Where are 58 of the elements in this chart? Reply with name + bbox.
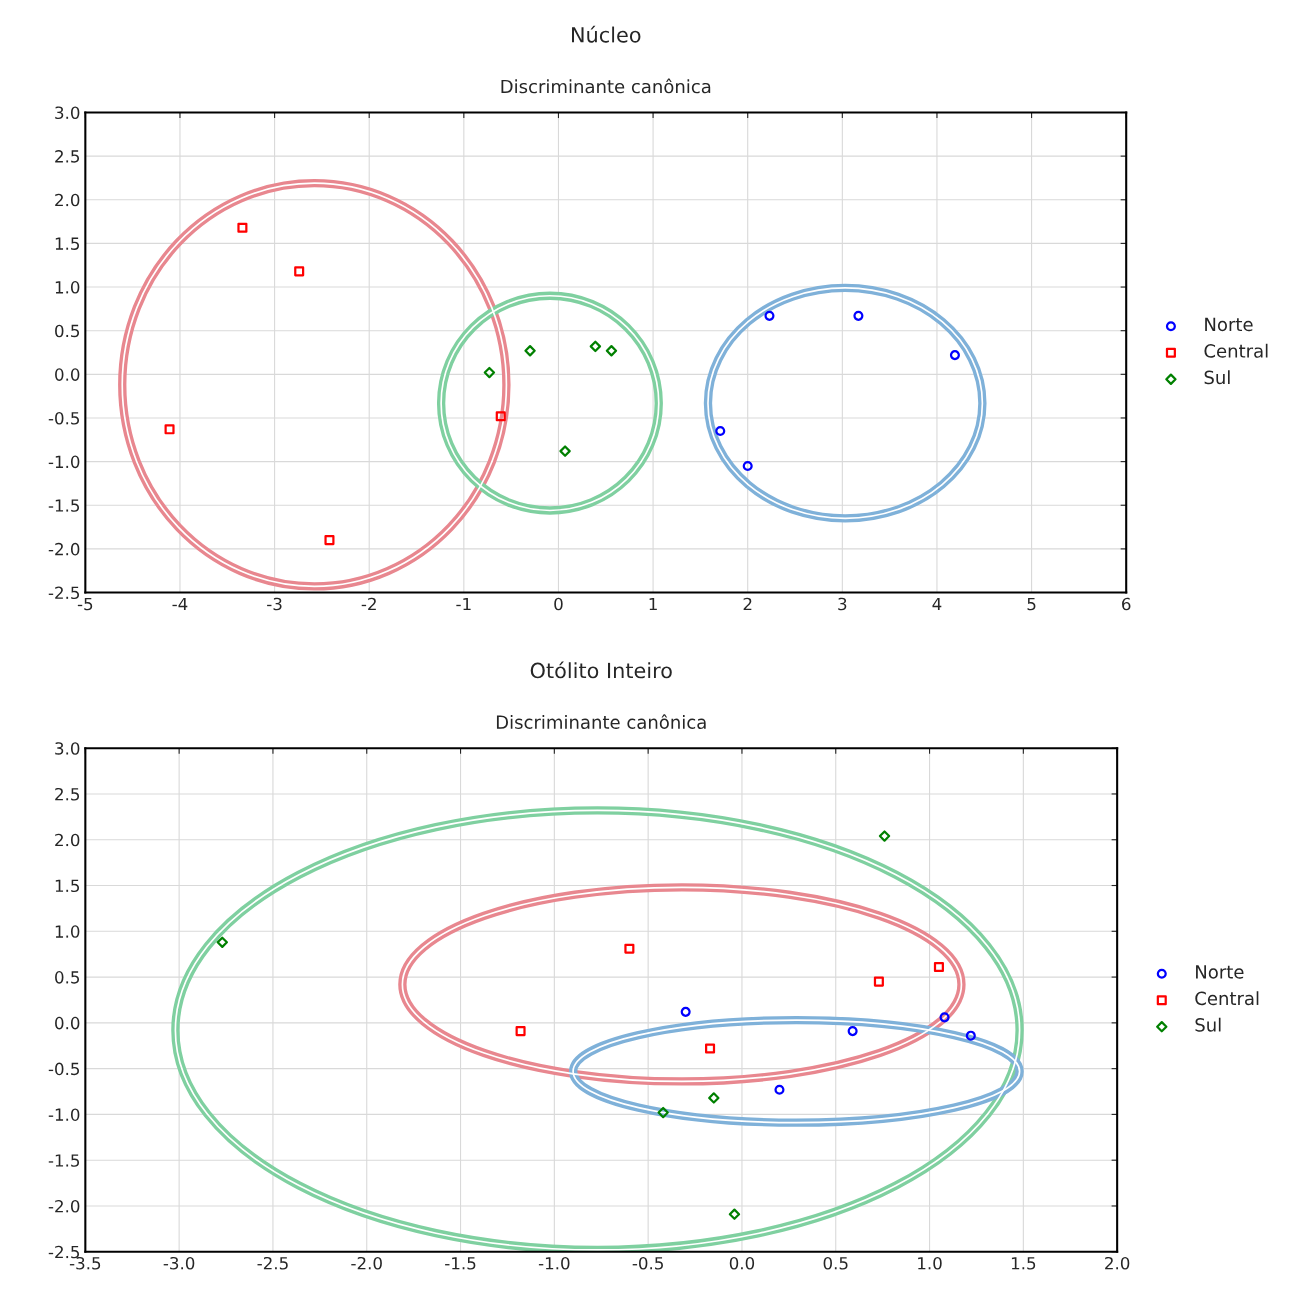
y-tick-label: 3.0 xyxy=(55,742,80,755)
x-tick-label: -1.0 xyxy=(538,1256,570,1270)
x-tick-label: 1 xyxy=(649,597,657,611)
x-tick-label: -5 xyxy=(77,597,93,611)
y-tick-label: 2.0 xyxy=(55,193,80,207)
x-tick-label: -0.5 xyxy=(632,1256,663,1270)
x-tick-label: -2 xyxy=(361,597,376,611)
y-tick-label: 0.0 xyxy=(55,1016,80,1030)
y-tick-label: 0.5 xyxy=(55,324,80,338)
y-tick-label: -2.5 xyxy=(48,1245,80,1259)
y-tick-label: 0.5 xyxy=(55,971,80,984)
x-tick-label: -2.0 xyxy=(351,1256,382,1270)
y-tick-label: -0.5 xyxy=(48,1062,80,1076)
y-tick-label: 1.5 xyxy=(55,237,80,250)
x-tick-label: 0 xyxy=(554,597,563,611)
chart-subtitle: Discriminante canônica xyxy=(496,714,706,729)
x-tick-label: -1 xyxy=(456,597,471,611)
legend-label: Norte xyxy=(1196,965,1244,979)
x-tick-label: 2 xyxy=(743,597,752,611)
y-tick-label: -2.5 xyxy=(48,586,80,600)
x-tick-label: -4 xyxy=(172,597,188,611)
x-tick-label: 3 xyxy=(838,597,847,611)
legend-label: Sul xyxy=(1195,1017,1221,1032)
y-tick-label: 2.5 xyxy=(55,150,80,163)
y-tick-label: 1.0 xyxy=(55,925,80,938)
y-tick-label: -2.0 xyxy=(48,1199,80,1213)
x-tick-label: -3 xyxy=(267,597,282,611)
chart-title: Otólito Inteiro xyxy=(530,661,672,679)
y-tick-label: 0.0 xyxy=(55,368,80,381)
y-tick-label: 1.5 xyxy=(55,879,80,893)
chart-title: Núcleo xyxy=(572,25,641,43)
x-tick-label: 1.0 xyxy=(918,1256,942,1270)
y-tick-label: 2.5 xyxy=(55,787,80,801)
y-tick-label: 2.0 xyxy=(55,833,80,847)
y-tick-label: -1.5 xyxy=(48,1154,80,1167)
x-tick-label: -2.5 xyxy=(257,1256,288,1270)
chart-subtitle: Discriminante canônica xyxy=(501,78,711,94)
x-tick-label: 0.0 xyxy=(729,1256,755,1270)
x-tick-label: 0.5 xyxy=(823,1256,848,1270)
x-tick-label: 4 xyxy=(932,597,942,611)
x-tick-label: -3.0 xyxy=(163,1256,195,1270)
legend-label: Sul xyxy=(1204,370,1230,385)
x-tick-label: 1.5 xyxy=(1011,1257,1036,1270)
y-tick-label: -1.0 xyxy=(48,1108,80,1121)
legend-label: Central xyxy=(1195,991,1259,1006)
y-tick-label: -0.5 xyxy=(48,411,80,425)
y-tick-label: -1.5 xyxy=(48,499,80,512)
y-tick-label: -2.0 xyxy=(48,542,80,556)
x-tick-label: 2.0 xyxy=(1105,1256,1130,1270)
legend-label: Central xyxy=(1204,343,1268,358)
legend-label: Norte xyxy=(1205,317,1253,332)
y-tick-label: 3.0 xyxy=(55,106,80,120)
y-tick-label: -1.0 xyxy=(48,455,80,469)
x-tick-label: -3.5 xyxy=(69,1256,101,1270)
x-tick-label: 5 xyxy=(1027,597,1036,611)
x-tick-label: 6 xyxy=(1122,597,1131,611)
y-tick-label: 1.0 xyxy=(55,281,80,294)
x-tick-label: -1.5 xyxy=(445,1257,476,1270)
